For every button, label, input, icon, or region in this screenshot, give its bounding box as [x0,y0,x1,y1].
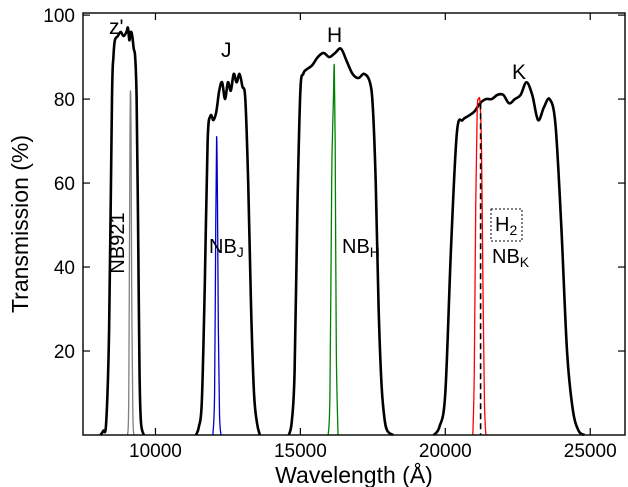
y-tick-label: 100 [43,6,75,27]
band-label-zprime: z' [109,16,124,39]
nbj-label: NBJ [209,236,244,260]
x-tick-label: 15000 [274,441,327,462]
nbk-label-main: NB [492,246,520,268]
y-tick-label: 20 [54,342,75,363]
nbk-label-sub: K [520,254,530,270]
curve-z [99,26,146,436]
curve-k [432,80,586,437]
band-label-h: H [327,24,342,47]
nbh-label-main: NB [342,236,370,258]
h2-label: H2 [495,214,517,238]
x-tick-label: 25000 [564,441,617,462]
curve-nbj [212,136,222,436]
nbk-label: NBK [492,246,530,270]
nbj-label-sub: J [237,244,244,260]
curve-nbh [327,63,339,436]
y-axis-title: Transmission (%) [7,135,33,313]
curve-nb921 [126,90,135,436]
curve-j [194,72,262,436]
curve-nbk [472,96,487,436]
nbh-label-sub: H [370,244,380,260]
nbh-label: NBH [342,236,380,260]
y-tick-label: 60 [54,174,75,195]
band-label-j: J [221,39,232,62]
nb921-label: NB921 [107,212,129,273]
curve-h [287,47,394,437]
h2-label-sub: 2 [509,222,517,238]
x-tick-label: 20000 [419,441,472,462]
narrowband-curves [126,63,487,436]
x-axis-title: Wavelength (Å) [275,461,433,487]
y-tick-label: 80 [54,90,75,111]
nbj-label-main: NB [209,236,237,258]
plot-frame [82,12,626,436]
h2-label-box [490,208,523,242]
x-tick-label: 10000 [129,441,182,462]
broadband-curves [99,26,586,437]
h2-label-main: H [495,214,509,236]
y-tick-label: 40 [54,258,75,279]
axis-ticks: 10000 15000 20000 25000 20 40 60 80 100 [43,6,625,462]
band-label-k: K [512,61,526,84]
